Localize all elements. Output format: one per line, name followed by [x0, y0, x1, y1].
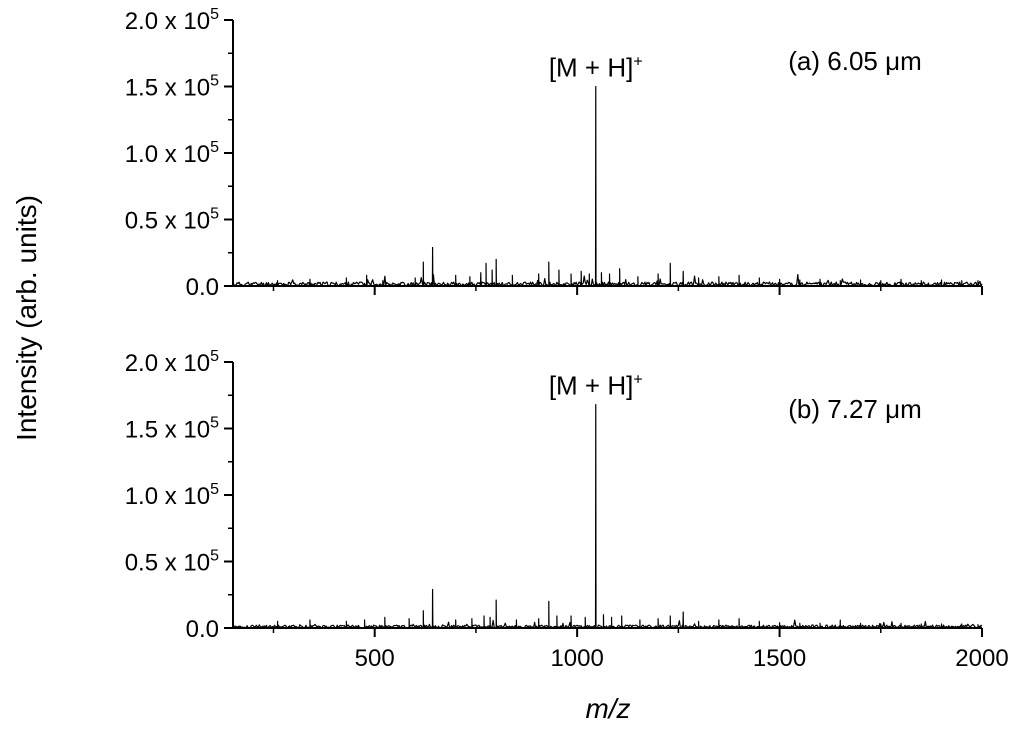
y-tick-label-base: 0.5 x 10: [125, 550, 210, 577]
y-tick-label-exponent: 5: [210, 481, 219, 498]
spectrum-trace: [232, 85, 983, 287]
y-tick-label: 1.0 x 105: [125, 139, 219, 168]
y-tick-label-base: 1.5 x 10: [125, 75, 210, 102]
y-tick-label-base: 0.5 x 10: [125, 208, 210, 235]
y-tick-label: 0.5 x 105: [125, 548, 219, 577]
y-tick-label-exponent: 5: [210, 415, 219, 432]
y-tick-label-exponent: 5: [210, 206, 219, 223]
y-tick-label-base: 0.0: [186, 274, 219, 301]
peak-label: [M + H]+: [549, 53, 643, 83]
y-tick-label-base: 0.0: [186, 616, 219, 643]
peak-label-charge: +: [633, 54, 642, 71]
peak-label: [M + H]+: [549, 371, 643, 401]
panel-label: (b) 7.27 μm: [788, 394, 921, 424]
y-tick-label-base: 1.5 x 10: [125, 417, 210, 444]
y-tick-label-exponent: 5: [210, 139, 219, 156]
panel-label: (a) 6.05 μm: [788, 46, 921, 76]
y-tick-label: 1.0 x 105: [125, 481, 219, 510]
y-tick-label-exponent: 5: [210, 548, 219, 565]
y-axis-title: Intensity (arb. units): [11, 195, 42, 441]
peak-label-main: [M + H]: [549, 53, 634, 83]
y-tick-label-exponent: 5: [210, 6, 219, 23]
y-tick-label: 0.5 x 105: [125, 206, 219, 235]
x-tick-label: 1500: [753, 645, 806, 672]
y-tick-label-exponent: 5: [210, 348, 219, 365]
y-tick-label-exponent: 5: [210, 73, 219, 90]
peak-label-main: [M + H]: [549, 371, 634, 401]
y-tick-label: 0.0: [186, 274, 219, 301]
y-tick-label: 0.0: [186, 616, 219, 643]
y-tick-label: 2.0 x 105: [125, 348, 219, 377]
x-tick-label: 2000: [955, 645, 1008, 672]
x-axis-title: m/z: [585, 693, 630, 724]
spectrum-trace: [232, 403, 983, 629]
y-tick-label-base: 1.0 x 10: [125, 483, 210, 510]
y-tick-label-base: 2.0 x 10: [125, 350, 210, 377]
y-tick-label: 2.0 x 105: [125, 6, 219, 35]
peak-label-charge: +: [633, 372, 642, 389]
y-tick-label: 1.5 x 105: [125, 415, 219, 444]
y-tick-label-base: 1.0 x 10: [125, 141, 210, 168]
x-tick-label: 500: [355, 645, 395, 672]
y-tick-label: 1.5 x 105: [125, 73, 219, 102]
x-tick-label: 1000: [550, 645, 603, 672]
y-tick-label-base: 2.0 x 10: [125, 8, 210, 35]
